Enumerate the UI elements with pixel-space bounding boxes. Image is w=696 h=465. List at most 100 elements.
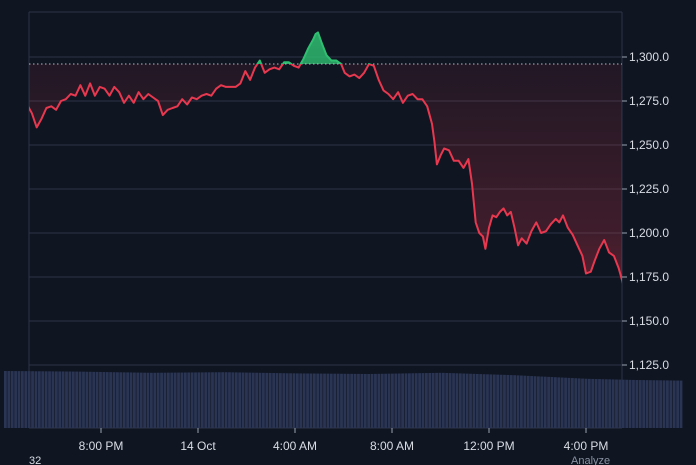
volume-bar-174 xyxy=(594,379,598,428)
x-tick-label-1: 14 Oct xyxy=(180,439,216,453)
volume-bar-52 xyxy=(180,372,184,428)
volume-bar-36 xyxy=(126,372,130,428)
volume-bar-161 xyxy=(550,377,554,428)
volume-bar-11 xyxy=(41,371,45,428)
volume-bar-90 xyxy=(309,373,313,428)
volume-bar-42 xyxy=(146,372,150,428)
volume-bar-61 xyxy=(211,372,214,428)
volume-bar-105 xyxy=(360,373,364,428)
volume-bar-65 xyxy=(224,372,228,428)
volume-bar-85 xyxy=(292,373,296,428)
volume-bar-177 xyxy=(604,379,608,428)
volume-bar-162 xyxy=(553,377,557,428)
y-tick-label-4: 1,225.0 xyxy=(629,182,669,196)
volume-bar-173 xyxy=(591,378,595,428)
volume-bar-63 xyxy=(217,372,221,428)
volume-bar-155 xyxy=(530,376,534,428)
volume-bar-39 xyxy=(136,372,140,428)
volume-bar-71 xyxy=(245,372,248,428)
y-tick-label-1: 1,150.0 xyxy=(629,314,669,328)
volume-bar-138 xyxy=(472,373,476,428)
volume-bar-114 xyxy=(391,373,394,428)
y-tick-label-5: 1,250.0 xyxy=(629,138,669,152)
volume-bar-158 xyxy=(540,376,544,428)
volume-bar-0 xyxy=(4,371,7,428)
volume-bar-163 xyxy=(557,377,561,428)
volume-bar-131 xyxy=(448,373,452,428)
volume-bar-135 xyxy=(462,373,466,428)
footer-analyze-link[interactable]: Analyze xyxy=(571,455,610,465)
volume-bar-137 xyxy=(469,373,472,428)
volume-bar-97 xyxy=(333,373,337,428)
volume-bar-110 xyxy=(377,373,381,428)
y-tick-label-6: 1,275.0 xyxy=(629,94,669,108)
volume-bar-167 xyxy=(570,378,574,428)
volume-bar-67 xyxy=(231,372,235,428)
volume-bar-18 xyxy=(65,371,68,428)
volume-bar-121 xyxy=(414,373,418,428)
volume-bar-17 xyxy=(61,371,65,428)
volume-bar-14 xyxy=(51,371,55,428)
y-tick-label-3: 1,200.0 xyxy=(629,226,669,240)
volume-bar-125 xyxy=(428,373,432,428)
volume-bar-27 xyxy=(95,371,99,428)
volume-bar-30 xyxy=(105,372,109,428)
volume-bar-33 xyxy=(116,372,119,428)
volume-bar-5 xyxy=(20,371,24,428)
volume-bar-3 xyxy=(14,371,17,428)
volume-bar-122 xyxy=(418,373,421,428)
volume-bar-129 xyxy=(441,372,445,428)
volume-bar-47 xyxy=(163,372,167,428)
volume-bar-113 xyxy=(387,373,391,428)
volume-bar-20 xyxy=(71,371,75,428)
volume-bar-136 xyxy=(465,373,469,428)
volume-bar-149 xyxy=(509,375,513,428)
volume-bar-38 xyxy=(133,372,136,428)
volume-bar-43 xyxy=(149,372,153,428)
volume-bar-68 xyxy=(234,372,238,428)
volume-bar-62 xyxy=(214,372,218,428)
volume-bar-29 xyxy=(102,372,106,428)
x-tick-label-5: 4:00 PM xyxy=(564,439,609,453)
volume-bar-81 xyxy=(278,373,282,428)
volume-bar-157 xyxy=(537,376,540,428)
volume-bar-191 xyxy=(652,380,656,428)
volume-bar-168 xyxy=(574,378,578,428)
volume-bar-181 xyxy=(618,379,622,428)
volume-bar-196 xyxy=(669,380,673,428)
volume-bar-192 xyxy=(655,380,659,428)
volume-bar-87 xyxy=(299,373,303,428)
volume-bar-151 xyxy=(516,375,520,428)
volume-bar-166 xyxy=(567,377,571,428)
volume-bar-185 xyxy=(632,379,635,428)
volume-bar-84 xyxy=(289,373,292,428)
volume-bar-171 xyxy=(584,378,588,428)
volume-bar-89 xyxy=(306,373,309,428)
volume-bar-26 xyxy=(92,371,96,428)
x-tick-label-0: 8:00 PM xyxy=(79,439,124,453)
volume-bar-139 xyxy=(475,373,479,428)
volume-bar-154 xyxy=(526,375,530,428)
y-tick-label-7: 1,300.0 xyxy=(629,50,669,64)
volume-bar-93 xyxy=(319,373,323,428)
x-axis: 8:00 PM 14 Oct 4:00 AM 8:00 AM 12:00 PM 4:00 … xyxy=(79,428,609,453)
volume-bar-123 xyxy=(421,373,425,428)
volume-bar-194 xyxy=(662,380,666,428)
volume-bar-21 xyxy=(75,371,79,428)
volume-bar-92 xyxy=(316,373,320,428)
volume-bar-189 xyxy=(645,380,649,428)
volume-bar-179 xyxy=(611,379,615,428)
volume-bar-4 xyxy=(17,371,21,428)
volume-bar-7 xyxy=(27,371,31,428)
volume-bar-82 xyxy=(282,373,286,428)
volume-bar-31 xyxy=(109,372,113,428)
volume-bar-160 xyxy=(547,376,550,428)
volume-bar-148 xyxy=(506,374,510,428)
y-tick-label-2: 1,175.0 xyxy=(629,270,669,284)
volume-bar-56 xyxy=(194,372,197,428)
volume-bar-96 xyxy=(329,373,333,428)
volume-bar-133 xyxy=(455,373,459,428)
volume-bar-199 xyxy=(679,380,683,428)
